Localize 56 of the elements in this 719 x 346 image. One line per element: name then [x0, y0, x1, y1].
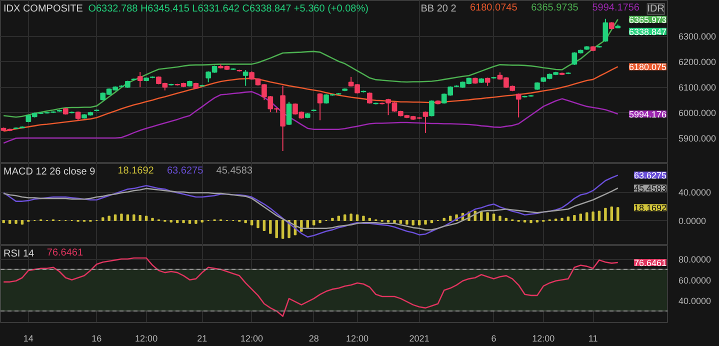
annotation: 5994.1756 [592, 2, 640, 14]
candlestick [422, 111, 428, 134]
candlestick [242, 70, 248, 86]
y-tick-label: 5900.000 [678, 134, 716, 144]
text: 18.1692 [634, 203, 667, 214]
text: 45.4583 [634, 184, 667, 194]
chart-subtitle: O6332.788 H6345.415 L6331.642 C6338.847 +5.360 (+0.08%) [88, 4, 368, 14]
y-tick-label: 6000.000 [678, 108, 716, 118]
x-tick-label: 2021 [409, 334, 430, 344]
y-tick-label: 0.0000 [678, 216, 706, 226]
x-tick-label: 28 [308, 334, 319, 344]
text: 6180.075 [628, 62, 667, 72]
chart-title: RSI 14 [4, 248, 35, 260]
text: 63.6275 [634, 170, 667, 181]
x-tick-label: 6 [491, 334, 496, 344]
candlestick [602, 18, 608, 42]
line-series [2, 66, 619, 132]
chart-title: MACD 12 26 close 9 [4, 166, 96, 178]
text: 5994.176 [628, 110, 667, 120]
text: 76.6461 [634, 258, 667, 268]
line-series [2, 174, 619, 238]
text: 6365.973 [628, 14, 667, 25]
x-tick-label: 16 [92, 334, 102, 344]
y-tick-label: 60.0000 [678, 275, 712, 286]
annotation: 6365.9735 [531, 2, 579, 14]
x-tick-label: 12:00 [135, 334, 158, 344]
candlestick [429, 100, 434, 117]
annotation: BB 20 2 [420, 4, 457, 14]
chart-title: IDX COMPOSITE [4, 4, 84, 14]
candlestick [516, 92, 522, 118]
candlestick [286, 101, 292, 126]
line-series [2, 187, 619, 230]
candlestick [75, 111, 81, 122]
y-tick-label: 80.0000 [678, 254, 712, 265]
line-series [2, 18, 619, 118]
x-tick-label: 14 [23, 334, 34, 344]
annotation: 45.4583 [216, 166, 253, 176]
annotation: 76.6461 [46, 248, 84, 258]
x-tick-label: 12:00 [240, 334, 264, 344]
y-tick-label: 40.0000 [678, 188, 712, 198]
x-tick-label: 12:00 [346, 334, 369, 344]
candlestick [137, 72, 143, 88]
line-series [2, 257, 619, 317]
text: 6338.847 [628, 26, 667, 37]
y-tick-label: 6100.000 [678, 82, 716, 93]
annotation: 63.6275 [167, 166, 204, 176]
y-tick-label: 6200.000 [678, 57, 716, 68]
annotation: 18.1692 [118, 166, 154, 176]
y-tick-label: 6300.000 [678, 32, 716, 42]
text: IDR [647, 4, 665, 14]
x-tick-label: 11 [588, 334, 598, 344]
annotation: 6180.0745 [470, 2, 518, 14]
candlestick [317, 92, 323, 121]
x-tick-label: 12:00 [532, 334, 555, 344]
y-tick-label: 40.0000 [678, 296, 712, 306]
x-tick-label: 21 [197, 334, 208, 344]
